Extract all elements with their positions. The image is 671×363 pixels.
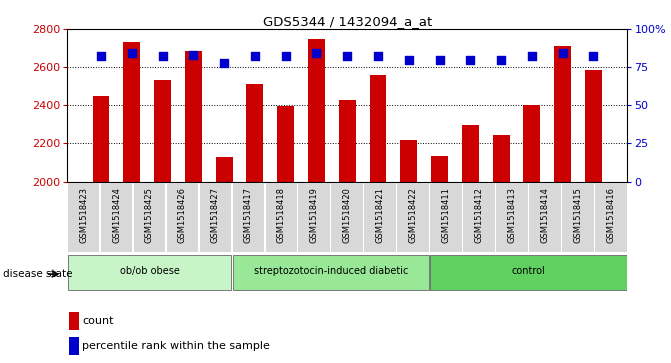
Bar: [523, 105, 540, 182]
Bar: [299, 183, 330, 252]
Bar: [199, 183, 231, 252]
Bar: [529, 183, 561, 252]
Text: GSM1518423: GSM1518423: [79, 187, 88, 243]
Point: [188, 52, 199, 58]
Bar: [462, 125, 479, 182]
Bar: [397, 183, 429, 252]
Text: GSM1518417: GSM1518417: [244, 187, 253, 243]
Bar: [562, 183, 594, 252]
Point: [496, 57, 507, 62]
Text: GSM1518414: GSM1518414: [540, 187, 550, 243]
Bar: [246, 84, 264, 182]
Bar: [69, 312, 79, 330]
Text: ob/ob obese: ob/ob obese: [119, 266, 179, 277]
Bar: [185, 51, 202, 182]
Bar: [331, 183, 363, 252]
Bar: [401, 140, 417, 182]
Point: [434, 57, 445, 62]
Bar: [497, 183, 528, 252]
FancyBboxPatch shape: [233, 255, 429, 290]
Bar: [493, 135, 509, 182]
Bar: [69, 337, 79, 355]
Bar: [339, 99, 356, 182]
Text: GSM1518422: GSM1518422: [409, 187, 417, 243]
Bar: [101, 183, 132, 252]
Bar: [154, 79, 171, 182]
Bar: [364, 183, 396, 252]
Text: GSM1518415: GSM1518415: [574, 187, 582, 243]
Bar: [431, 156, 448, 182]
Text: GSM1518426: GSM1518426: [178, 187, 187, 243]
FancyBboxPatch shape: [430, 255, 627, 290]
Text: disease state: disease state: [3, 269, 73, 279]
Bar: [430, 183, 462, 252]
Text: GSM1518412: GSM1518412: [474, 187, 484, 243]
Point: [157, 54, 168, 60]
Bar: [595, 183, 627, 252]
Text: streptozotocin-induced diabetic: streptozotocin-induced diabetic: [254, 266, 408, 277]
Bar: [166, 183, 198, 252]
Bar: [463, 183, 495, 252]
Text: GSM1518413: GSM1518413: [507, 187, 517, 243]
Text: percentile rank within the sample: percentile rank within the sample: [83, 341, 270, 351]
Text: GSM1518424: GSM1518424: [112, 187, 121, 243]
Bar: [68, 183, 99, 252]
Bar: [554, 46, 571, 182]
Point: [465, 57, 476, 62]
Title: GDS5344 / 1432094_a_at: GDS5344 / 1432094_a_at: [262, 15, 432, 28]
Text: count: count: [83, 316, 113, 326]
Text: GSM1518427: GSM1518427: [211, 187, 220, 243]
Point: [219, 60, 229, 65]
Text: GSM1518420: GSM1518420: [343, 187, 352, 243]
Text: GSM1518416: GSM1518416: [607, 187, 615, 243]
Bar: [308, 38, 325, 182]
Point: [588, 54, 599, 60]
Point: [280, 54, 291, 60]
Text: GSM1518421: GSM1518421: [376, 187, 384, 243]
Bar: [93, 96, 109, 182]
Bar: [215, 157, 233, 182]
Text: GSM1518418: GSM1518418: [277, 187, 286, 243]
Bar: [233, 183, 264, 252]
Bar: [134, 183, 165, 252]
Point: [126, 50, 137, 56]
Point: [403, 57, 414, 62]
Point: [342, 54, 353, 60]
Bar: [277, 106, 294, 182]
Point: [372, 54, 383, 60]
Point: [96, 54, 107, 60]
Text: GSM1518419: GSM1518419: [310, 187, 319, 243]
Point: [558, 50, 568, 56]
Bar: [266, 183, 297, 252]
Point: [527, 54, 537, 60]
Bar: [370, 75, 386, 182]
Bar: [585, 70, 602, 182]
FancyBboxPatch shape: [68, 255, 231, 290]
Bar: [123, 42, 140, 182]
Text: control: control: [511, 266, 546, 277]
Point: [250, 54, 260, 60]
Point: [311, 50, 322, 56]
Text: GSM1518425: GSM1518425: [145, 187, 154, 243]
Text: GSM1518411: GSM1518411: [442, 187, 451, 243]
